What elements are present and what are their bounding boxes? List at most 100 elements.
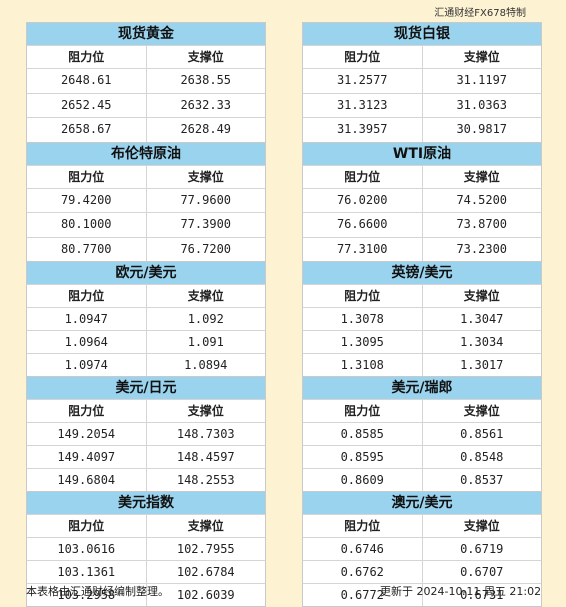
- column-header-row: 阻力位 支撑位: [303, 514, 541, 537]
- support-header: 支撑位: [187, 289, 224, 303]
- table-row: 2658.67 2628.49: [27, 117, 265, 142]
- support-value: 1.3017: [460, 358, 504, 372]
- resist-value: 0.8595: [303, 446, 423, 468]
- resist-value: 31.2577: [303, 69, 423, 93]
- table-row: 103.2958 102.6039: [27, 583, 265, 606]
- support-value: 0.8537: [460, 473, 504, 487]
- support-header: 支撑位: [187, 519, 224, 533]
- left-column: 现货黄金 阻力位 支撑位 2648.61 2638.55 2652.45 2632.33 26…: [26, 22, 266, 607]
- support-header: 支撑位: [463, 169, 500, 184]
- support-value: 31.0363: [456, 97, 508, 112]
- column-header-row: 阻力位 支撑位: [303, 399, 541, 422]
- panel-title: WTI原油: [303, 141, 541, 165]
- table-row: 149.4097 148.4597: [27, 445, 265, 468]
- support-value: 1.091: [187, 335, 224, 349]
- column-header-row: 阻力位 支撑位: [27, 45, 265, 68]
- table-row: 149.6804 148.2553: [27, 468, 265, 491]
- resist-header: 阻力位: [27, 165, 147, 188]
- resist-value: 1.0947: [27, 308, 147, 330]
- table-row: 2652.45 2632.33: [27, 92, 265, 117]
- support-value: 0.8561: [460, 427, 504, 441]
- support-value: 73.8700: [456, 217, 508, 231]
- support-value: 76.7200: [180, 241, 232, 256]
- support-header: 支撑位: [463, 289, 500, 303]
- table-row: 80.1000 77.3900: [27, 212, 265, 237]
- support-value: 1.3034: [460, 335, 504, 349]
- table-row: 76.0200 74.5200: [303, 187, 541, 212]
- panel-right-0: 现货白银 阻力位 支撑位 31.2577 31.1197 31.3123 31.0363 31…: [302, 22, 542, 142]
- column-header-row: 阻力位 支撑位: [303, 284, 541, 307]
- panel-title: 布伦特原油: [27, 141, 265, 165]
- support-header: 支撑位: [187, 50, 224, 64]
- resist-value: 0.8609: [303, 469, 423, 491]
- table-row: 103.0616 102.7955: [27, 537, 265, 560]
- panel-right-1: WTI原油 阻力位 支撑位 76.0200 74.5200 76.6600 73.8700 7…: [302, 141, 542, 261]
- footer-updated: 更新于 2024-10-11 周五 21:02: [380, 585, 542, 598]
- column-header-row: 阻力位 支撑位: [27, 399, 265, 422]
- resist-value: 0.8585: [303, 423, 423, 445]
- resist-header: 阻力位: [27, 400, 147, 422]
- support-value: 74.5200: [456, 192, 508, 207]
- support-header: 支撑位: [187, 169, 224, 184]
- table-row: 103.1361 102.6784: [27, 560, 265, 583]
- resist-value: 103.1361: [27, 561, 147, 583]
- column-header-row: 阻力位 支撑位: [27, 284, 265, 307]
- resist-header: 阻力位: [27, 46, 147, 68]
- support-value: 102.7955: [176, 542, 235, 556]
- table-row: 0.8595 0.8548: [303, 445, 541, 468]
- resist-value: 103.2958: [27, 584, 147, 606]
- resist-value: 1.0974: [27, 354, 147, 376]
- support-header: 支撑位: [463, 519, 500, 533]
- table-row: 1.0947 1.092: [27, 307, 265, 330]
- right-column: 现货白银 阻力位 支撑位 31.2577 31.1197 31.3123 31.0363 31…: [302, 22, 542, 607]
- table-row: 80.7700 76.7200: [27, 236, 265, 261]
- table-row: 31.2577 31.1197: [303, 68, 541, 93]
- support-value: 148.7303: [176, 427, 235, 441]
- column-header-row: 阻力位 支撑位: [303, 45, 541, 68]
- support-header: 支撑位: [463, 50, 500, 64]
- resist-value: 31.3957: [303, 118, 423, 142]
- support-value: 77.9600: [180, 192, 232, 207]
- resist-header: 阻力位: [303, 515, 423, 537]
- support-value: 0.8548: [460, 450, 504, 464]
- support-value: 102.6039: [176, 588, 235, 602]
- resist-value: 76.0200: [303, 188, 423, 212]
- panel-title: 现货白银: [303, 22, 541, 45]
- column-header-row: 阻力位 支撑位: [27, 164, 265, 188]
- table-row: 77.3100 73.2300: [303, 236, 541, 261]
- panel-left-0: 现货黄金 阻力位 支撑位 2648.61 2638.55 2652.45 2632.33 26…: [26, 22, 266, 142]
- resist-value: 2658.67: [27, 118, 147, 142]
- table-row: 31.3123 31.0363: [303, 92, 541, 117]
- resist-value: 77.3100: [303, 237, 423, 261]
- table-row: 76.6600 73.8700: [303, 212, 541, 237]
- table-row: 0.8609 0.8537: [303, 468, 541, 491]
- resist-header: 阻力位: [303, 46, 423, 68]
- resist-value: 2652.45: [27, 93, 147, 117]
- table-row: 1.3108 1.3017: [303, 353, 541, 376]
- support-value: 30.9817: [456, 122, 508, 136]
- support-value: 2628.49: [180, 122, 232, 136]
- resist-value: 31.3123: [303, 93, 423, 117]
- resist-value: 0.6746: [303, 538, 423, 560]
- table-row: 0.8585 0.8561: [303, 422, 541, 445]
- table-row: 1.0974 1.0894: [27, 353, 265, 376]
- resist-value: 149.4097: [27, 446, 147, 468]
- resist-header: 阻力位: [303, 165, 423, 188]
- resist-value: 1.3095: [303, 331, 423, 353]
- resist-value: 149.2054: [27, 423, 147, 445]
- panel-right-4: 澳元/美元 阻力位 支撑位 0.6746 0.6719 0.6762 0.6707 0.677…: [302, 491, 542, 607]
- panel-title: 现货黄金: [27, 22, 265, 45]
- support-value: 148.4597: [176, 450, 235, 464]
- table-row: 0.6762 0.6707: [303, 560, 541, 583]
- panel-title: 美元/日元: [27, 376, 265, 399]
- support-value: 148.2553: [176, 473, 235, 487]
- resist-value: 103.0616: [27, 538, 147, 560]
- footer-note: 本表格由汇通财经编制整理。: [26, 585, 169, 598]
- table-row: 31.3957 30.9817: [303, 117, 541, 142]
- support-value: 1.3047: [460, 312, 504, 326]
- resist-header: 阻力位: [303, 400, 423, 422]
- panel-title: 美元/瑞郎: [303, 376, 541, 399]
- resist-value: 1.3078: [303, 308, 423, 330]
- resist-value: 1.0964: [27, 331, 147, 353]
- table-row: 149.2054 148.7303: [27, 422, 265, 445]
